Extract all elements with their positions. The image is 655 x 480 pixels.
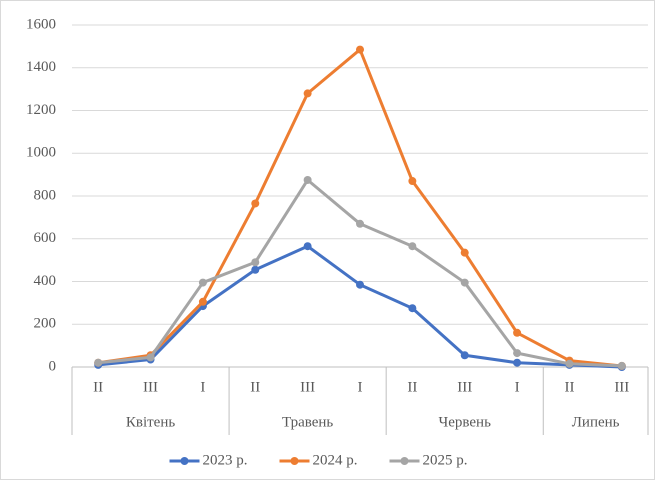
data-point bbox=[460, 351, 469, 360]
data-point bbox=[94, 358, 103, 367]
data-point bbox=[356, 280, 364, 289]
x-tick-label: I bbox=[200, 379, 205, 395]
x-tick-label: I bbox=[358, 379, 363, 395]
legend-marker bbox=[290, 457, 299, 465]
data-point bbox=[303, 242, 312, 251]
y-tick-label: 200 bbox=[34, 316, 57, 332]
data-point bbox=[408, 242, 417, 251]
data-point bbox=[513, 328, 522, 337]
data-point bbox=[617, 361, 626, 370]
data-point bbox=[303, 89, 312, 98]
data-point bbox=[198, 297, 207, 306]
y-tick-label: 1200 bbox=[26, 102, 56, 118]
data-point bbox=[146, 353, 155, 362]
data-point bbox=[460, 248, 469, 257]
data-point bbox=[198, 278, 207, 287]
x-tick-label: III bbox=[614, 379, 629, 395]
x-tick-label: III bbox=[300, 379, 315, 395]
x-tick-label: III bbox=[457, 379, 472, 395]
x-group-label: Травень bbox=[282, 414, 333, 430]
legend-label: 2024 р. bbox=[313, 452, 358, 468]
x-group-label: Червень bbox=[439, 414, 492, 430]
y-tick-label: 400 bbox=[34, 273, 57, 289]
data-point bbox=[356, 45, 364, 54]
y-tick-label: 1400 bbox=[26, 59, 56, 75]
x-tick-label: II bbox=[564, 379, 574, 395]
legend-marker bbox=[400, 457, 409, 465]
data-point bbox=[408, 304, 417, 313]
x-tick-label: II bbox=[250, 379, 260, 395]
x-group-label: Липень bbox=[572, 414, 620, 430]
x-group-label: Квітень bbox=[126, 414, 175, 430]
x-tick-label: III bbox=[143, 379, 158, 395]
data-point bbox=[513, 358, 522, 367]
x-tick-label: II bbox=[407, 379, 417, 395]
y-tick-label: 1000 bbox=[26, 145, 56, 161]
data-point bbox=[565, 359, 574, 368]
data-point bbox=[408, 177, 417, 186]
x-tick-label: I bbox=[515, 379, 520, 395]
y-tick-label: 600 bbox=[34, 230, 57, 246]
data-point bbox=[251, 199, 260, 208]
data-point bbox=[460, 278, 469, 287]
data-point bbox=[303, 175, 312, 184]
data-point bbox=[513, 349, 522, 358]
legend-marker bbox=[180, 457, 189, 465]
data-point bbox=[356, 219, 364, 228]
data-point bbox=[251, 258, 260, 267]
y-tick-label: 800 bbox=[34, 187, 57, 203]
y-tick-label: 0 bbox=[49, 358, 57, 374]
y-tick-label: 1600 bbox=[26, 16, 56, 32]
data-point bbox=[251, 265, 260, 274]
legend-label: 2025 р. bbox=[423, 452, 468, 468]
legend-label: 2023 р. bbox=[203, 452, 248, 468]
x-tick-label: II bbox=[93, 379, 103, 395]
